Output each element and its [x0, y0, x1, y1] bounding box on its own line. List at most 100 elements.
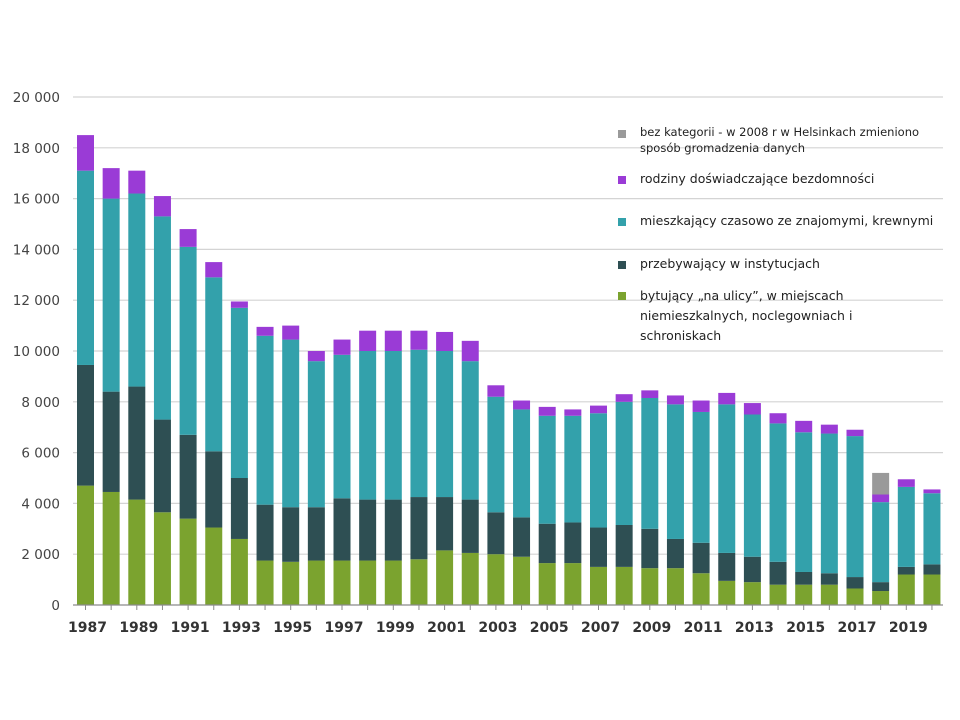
- bar-segment: [564, 522, 582, 564]
- bar-segment: [461, 552, 479, 605]
- bar-segment: [333, 339, 351, 355]
- bar-segment: [256, 560, 274, 605]
- bar-segment: [282, 561, 300, 605]
- bar-segment: [615, 524, 633, 567]
- bar-segment: [666, 538, 684, 569]
- legend-swatch-gray: [618, 130, 626, 138]
- bar-segment: [230, 478, 248, 539]
- bar-segment: [179, 518, 197, 605]
- bar-segment: [795, 571, 813, 585]
- bar-segment: [384, 330, 402, 351]
- y-tick-label: 2 000: [21, 547, 60, 563]
- bar-segment: [128, 386, 146, 500]
- bar-segment: [718, 580, 736, 605]
- x-tick-label: 2001: [427, 620, 466, 636]
- bar-segment: [769, 561, 787, 585]
- x-tick-label: 1999: [376, 620, 415, 636]
- bar-segment: [795, 584, 813, 605]
- bar-segment: [718, 552, 736, 581]
- bar-segment: [153, 196, 171, 217]
- bar-segment: [513, 400, 531, 410]
- bar-segment: [77, 364, 94, 486]
- bar-segment: [256, 504, 274, 561]
- x-tick-label: 1991: [171, 620, 210, 636]
- bar-segment: [872, 591, 890, 605]
- x-tick-label: 1987: [68, 620, 107, 636]
- bar-segment: [538, 563, 556, 605]
- bar-segment: [872, 472, 890, 495]
- x-axis-ticks: 1987 1989 1991 1993 1995 1997 1999 2001 2003 2005…: [68, 605, 933, 636]
- bar-segment: [590, 413, 607, 528]
- bar-segment: [384, 499, 402, 561]
- bar-segment: [461, 340, 479, 362]
- bar-segment: [718, 404, 736, 553]
- bar-segment: [359, 330, 377, 351]
- legend-label-temporary: mieszkający czasowo ze znajomymi, krewny…: [640, 213, 934, 228]
- y-tick-label: 4 000: [21, 496, 60, 512]
- bar-segment: [487, 385, 505, 397]
- bar-segment: [436, 497, 454, 551]
- bar-segment: [153, 512, 171, 605]
- bar-segment: [564, 563, 582, 605]
- legend-swatch-purple: [618, 176, 626, 184]
- x-tick-label: 2003: [478, 620, 517, 636]
- bar-segment: [666, 568, 684, 605]
- bar-segment: [872, 494, 890, 503]
- bar-segment: [230, 301, 248, 308]
- bar-segment: [77, 135, 94, 171]
- bar-segment: [461, 361, 479, 500]
- bar-segment: [795, 420, 813, 433]
- y-tick-label: 16 000: [13, 192, 60, 208]
- bar-segment: [179, 246, 197, 435]
- bar-segment: [538, 406, 556, 416]
- bar-segment: [102, 168, 120, 199]
- bar-segment: [692, 573, 710, 605]
- y-axis-ticks: 0 2 000 4 000 6 000 8 000 10 000 12 000 14 000 1…: [13, 90, 60, 614]
- x-tick-label: 2019: [889, 620, 928, 636]
- bar-segment: [692, 542, 710, 574]
- bar-segment: [487, 512, 505, 555]
- bar-segment: [230, 307, 248, 478]
- bar-segment: [436, 331, 454, 351]
- x-tick-label: 1989: [119, 620, 158, 636]
- bar-segment: [410, 497, 428, 560]
- y-tick-label: 6 000: [21, 446, 60, 462]
- bar-segment: [641, 528, 659, 569]
- bar-segment: [205, 527, 223, 605]
- bar-segment: [846, 577, 864, 589]
- y-tick-label: 8 000: [21, 395, 60, 411]
- bar-segment: [538, 415, 556, 524]
- bar-segment: [487, 554, 505, 605]
- y-tick-label: 0: [51, 598, 60, 614]
- legend-item-institutions: przebywający w instytucjach: [618, 255, 940, 273]
- bar-segment: [743, 556, 761, 583]
- bar-segment: [410, 349, 428, 498]
- bar-segment: [307, 351, 325, 362]
- bar-segment: [641, 397, 659, 529]
- bar-segment: [923, 564, 941, 575]
- bar-segment: [487, 396, 505, 513]
- bar-segment: [820, 433, 838, 574]
- bar-segment: [333, 354, 351, 499]
- bar-segment: [436, 351, 454, 498]
- bar-segment: [102, 391, 120, 492]
- bar-segment: [718, 392, 736, 405]
- x-tick-label: 2015: [786, 620, 825, 636]
- bar-segment: [410, 559, 428, 605]
- y-tick-label: 18 000: [13, 141, 60, 157]
- legend-swatch-darkteal: [618, 261, 626, 269]
- bar-segment: [77, 170, 94, 365]
- bar-segment: [307, 560, 325, 605]
- bar-segment: [923, 493, 941, 565]
- legend-item-temporary: mieszkający czasowo ze znajomymi, krewny…: [618, 212, 940, 230]
- bar-segment: [128, 499, 146, 605]
- bar-segment: [846, 429, 864, 437]
- bar-segment: [743, 414, 761, 557]
- bar-segment: [897, 574, 915, 605]
- bar-segment: [820, 573, 838, 585]
- bar-segment: [564, 415, 582, 523]
- bar-segment: [846, 588, 864, 605]
- bar-segment: [128, 193, 146, 387]
- bar-segment: [590, 405, 607, 414]
